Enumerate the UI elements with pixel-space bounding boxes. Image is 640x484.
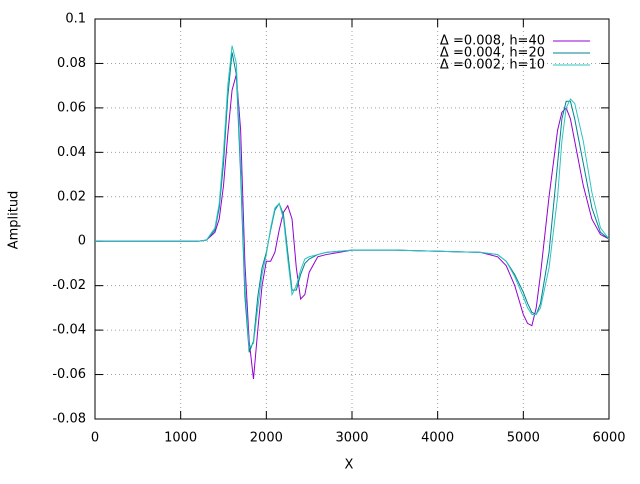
y-tick-label: 0	[78, 234, 86, 249]
series-line	[95, 74, 610, 380]
x-tick-label: 3000	[335, 431, 368, 446]
y-tick-label: -0.04	[52, 323, 86, 338]
y-tick-label: 0.1	[65, 12, 86, 27]
legend-label: Δ =0.002, h=10	[440, 58, 545, 73]
x-tick-label: 2000	[250, 431, 283, 446]
series-line	[95, 45, 610, 350]
x-tick-label: 6000	[592, 431, 625, 446]
legend-label: Δ =0.008, h=40	[440, 34, 545, 49]
y-tick-label: 0.08	[57, 56, 86, 71]
y-axis-label: Amplitud	[7, 191, 22, 250]
series-line	[95, 52, 610, 353]
x-tick-label: 1000	[164, 431, 197, 446]
x-tick-label: 5000	[507, 431, 540, 446]
plot-border	[94, 18, 610, 420]
y-tick-label: 0.06	[57, 100, 86, 115]
x-tick-label: 4000	[421, 431, 454, 446]
legend-label: Δ =0.004, h=20	[440, 46, 545, 61]
y-tick-label: 0.02	[57, 189, 86, 204]
y-tick-label: -0.02	[52, 278, 86, 293]
y-tick-label: 0.04	[57, 145, 86, 160]
y-tick-label: -0.08	[52, 412, 86, 427]
x-axis-label: X	[345, 458, 354, 473]
x-tick-label: 0	[91, 431, 99, 446]
y-tick-label: -0.06	[52, 367, 86, 382]
